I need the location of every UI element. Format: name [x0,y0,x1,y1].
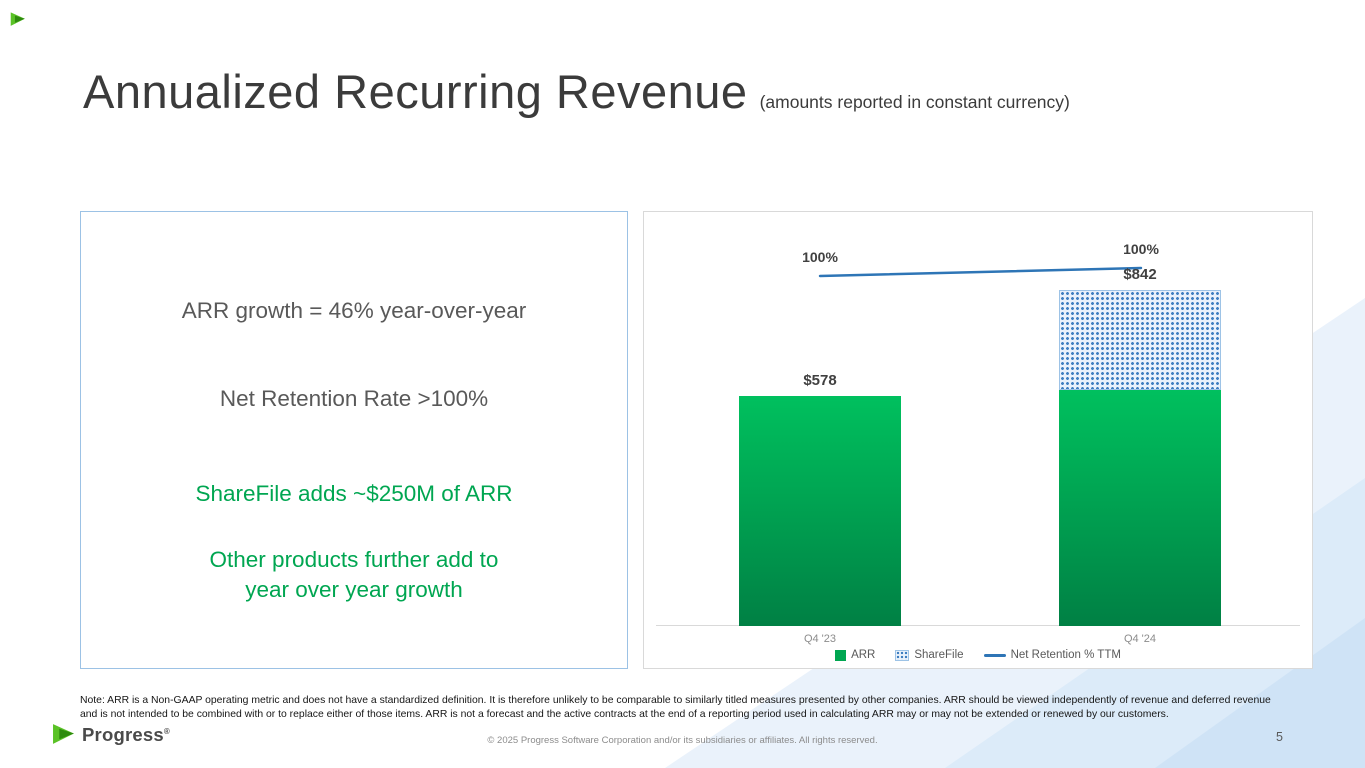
bar-total-label-2: $842 [1123,266,1157,283]
chart-plot: $578 100% Q4 '23 $842 100% Q4 '24 [644,212,1312,668]
arr-chart-panel: $578 100% Q4 '23 $842 100% Q4 '24 ARR ShareFi… [643,211,1313,669]
progress-logo: Progress® [52,722,170,747]
title-block: Annualized Recurring Revenue (amounts rep… [83,64,1070,119]
highlight-arr-growth: ARR growth = 46% year-over-year [181,298,527,323]
page-number: 5 [1276,730,1283,744]
copyright-text: © 2025 Progress Software Corporation and… [487,735,878,746]
progress-corner-icon [10,12,25,26]
net-retention-swatch-icon [983,653,1006,657]
x-tick-2: Q4 '24 [1123,633,1157,645]
x-axis-line [656,625,1300,626]
page-subtitle: (amounts reported in constant currency) [759,92,1070,112]
bar-sharefile-2 [1059,290,1221,390]
highlight-net-retention: Net Retention Rate >100% [219,386,489,411]
sharefile-swatch-icon [895,649,910,661]
legend-item-sharefile: ShareFile [895,649,964,661]
x-tick-1: Q4 '23 [803,633,837,645]
progress-wordmark: Progress® [82,723,170,745]
registered-mark: ® [163,726,170,736]
net-retention-label-1: 100% [802,249,838,265]
highlights-box: ARR growth = 46% year-over-year Net Rete… [80,211,628,669]
legend-item-arr: ARR [835,649,875,661]
footnote: Note: ARR is a Non-GAAP operating metric… [80,695,1271,721]
bar-total-label-1: $578 [803,372,837,389]
arr-swatch-icon [835,649,847,661]
bar-arr-2 [1059,390,1221,626]
progress-logo-icon [53,724,74,744]
chart-legend: ARR ShareFile Net Retention % TTM [644,645,1312,665]
highlight-other-products: Other products further add to year over … [209,547,499,602]
highlight-sharefile: ShareFile adds ~$250M of ARR [195,481,513,506]
page-title: Annualized Recurring Revenue [83,65,748,118]
bar-arr-1 [739,396,901,626]
legend-item-net-retention: Net Retention % TTM [983,649,1121,661]
net-retention-label-2: 100% [1123,241,1159,257]
